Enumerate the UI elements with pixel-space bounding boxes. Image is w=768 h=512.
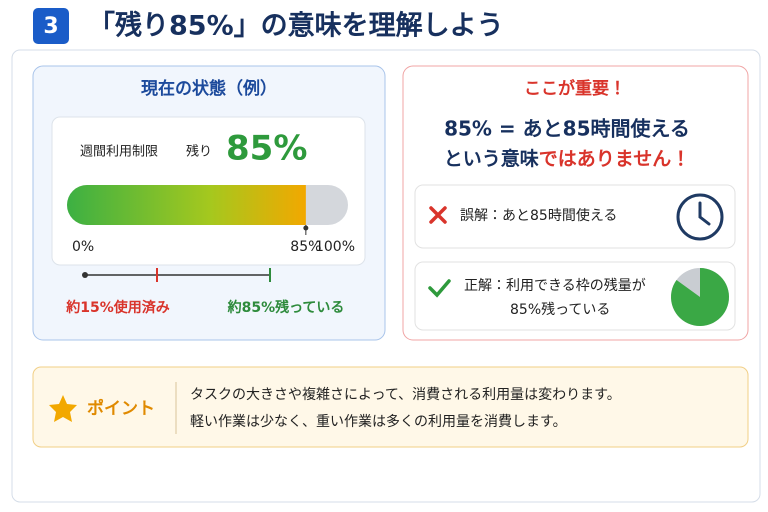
gauge-fill xyxy=(67,185,306,225)
card-title: ここが重要！ xyxy=(524,78,626,99)
gauge-tick-dot xyxy=(303,225,309,231)
point-box xyxy=(32,366,749,448)
pie-slice xyxy=(671,268,729,327)
limit-label: 週間利用制限 xyxy=(80,145,158,160)
statement-plain: という意味 xyxy=(444,148,539,170)
star-icon xyxy=(49,395,77,422)
statement-line: 85% = あと85時間使える xyxy=(444,117,690,141)
correct-box xyxy=(414,261,736,331)
gauge-tick-label: 0% xyxy=(72,239,94,255)
point-label: ポイント xyxy=(87,398,155,419)
misconception-box xyxy=(414,184,736,249)
remaining-label: 残り xyxy=(186,145,212,160)
point-text: 軽い作業は少なく、重い作業は多くの利用量を消費します。 xyxy=(190,414,567,430)
section-number: 3 xyxy=(43,14,58,39)
correct-text: 85%残っている xyxy=(510,302,610,318)
statement-emphasis: ではありません！ xyxy=(539,148,690,170)
point-text: タスクの大きさや複雑さによって、消費される利用量は変わります。 xyxy=(190,386,621,403)
check-icon xyxy=(428,279,451,298)
gauge-tick-label: 85% xyxy=(290,239,321,255)
used-note: 約15%使用済み xyxy=(65,299,170,316)
cross-icon xyxy=(429,206,447,224)
correct-text: 正解：利用できる枠の残量が xyxy=(464,278,646,294)
page-title: 「残り85%」の意味を理解しよう xyxy=(88,10,504,42)
statement-line: という意味ではありません！ xyxy=(444,148,690,170)
section-badge xyxy=(33,8,69,44)
timeline-dot xyxy=(82,272,88,278)
gauge-tick-label: 100% xyxy=(315,239,355,255)
remaining-value: 85% xyxy=(226,129,307,169)
card-title: 現在の状態（例） xyxy=(141,78,277,99)
remaining-note: 約85%残っている xyxy=(227,299,345,316)
misconception-text: 誤解：あと85時間使える xyxy=(460,207,617,224)
clock-icon xyxy=(676,193,724,241)
